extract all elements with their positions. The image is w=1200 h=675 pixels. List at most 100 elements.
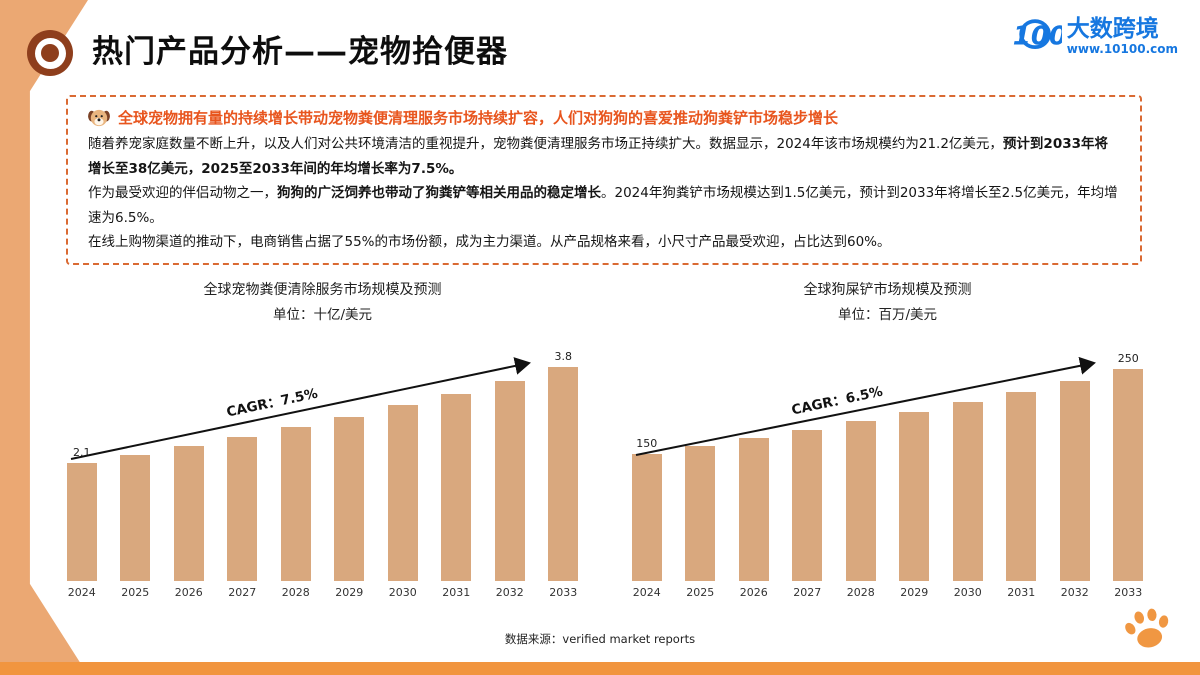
x-axis-label: 2028	[281, 585, 310, 599]
bar-column	[888, 395, 942, 581]
summary-paragraph: 作为最受欢迎的伴侣动物之一，狗狗的广泛饲养也带动了狗粪铲等相关用品的稳定增长。2…	[88, 185, 1118, 226]
x-axis-label: 2030	[388, 585, 417, 599]
x-axis-label: 2024	[632, 585, 661, 599]
summary-paragraphs: 随着养宠家庭数量不断上升，以及人们对公共环境清洁的重视提升，宠物粪便清理服务市场…	[88, 132, 1120, 255]
x-axis-label: 2025	[686, 585, 715, 599]
x-axis-label: 2033	[1114, 585, 1143, 599]
brand-name: 大数跨境	[1066, 15, 1159, 42]
logo-mark-text: 100	[1013, 21, 1062, 51]
x-axis-label: 2032	[1060, 585, 1089, 599]
bar	[738, 437, 769, 581]
header: 热门产品分析——宠物拾便器 100 大数跨境 www.10100.com	[0, 0, 1200, 71]
x-axis-label: 2026	[174, 585, 203, 599]
bar-column	[483, 364, 537, 581]
dog-icon	[88, 109, 110, 126]
chart-title: 全球狗屎铲市场规模及预测	[803, 281, 972, 298]
data-source-note: 数据来源：verified market reports	[504, 632, 696, 646]
bar	[66, 462, 97, 581]
x-axis: 2024 2025 2026 2027 2028 2029 2030 2031 2032 2033	[620, 586, 1155, 599]
chart-pet-waste-service-market: 全球宠物粪便清除服务市场规模及预测 单位：十亿/美元 2.1 3.8 CAGR：7…	[55, 279, 590, 599]
summary-box: 全球宠物拥有量的持续增长带动宠物粪便清理服务市场持续扩容，人们对狗狗的喜爱推动狗…	[66, 95, 1142, 265]
bar-column: 150	[620, 437, 674, 581]
bottom-accent-bar	[0, 662, 1200, 675]
bar-column	[430, 377, 484, 581]
x-axis: 2024 2025 2026 2027 2028 2029 2030 2031 2032 2033	[55, 586, 590, 599]
bar	[1059, 380, 1090, 581]
logo-text: 大数跨境 www.10100.com	[1067, 16, 1178, 56]
summary-headline-row: 全球宠物拥有量的持续增长带动宠物粪便清理服务市场持续扩容，人们对狗狗的喜爱推动狗…	[88, 107, 1120, 128]
x-axis-label: 2026	[739, 585, 768, 599]
target-ring-inner	[41, 44, 59, 62]
x-axis-label: 2032	[495, 585, 524, 599]
bar	[845, 420, 876, 581]
bar-value-label: 3.8	[554, 349, 573, 363]
charts-row: 全球宠物粪便清除服务市场规模及预测 单位：十亿/美元 2.1 3.8 CAGR：7…	[55, 279, 1155, 599]
x-axis-label: 2030	[953, 585, 982, 599]
summary-paragraph: 在线上购物渠道的推动下，电商销售占据了55%的市场份额，成为主力渠道。从产品规格…	[88, 234, 891, 251]
bar-column	[323, 400, 377, 581]
bar	[334, 416, 365, 581]
bar-column: 3.8	[537, 350, 591, 581]
bar-column	[162, 429, 216, 581]
chart-unit: 单位：十亿/美元	[272, 306, 373, 323]
x-axis-label: 2031	[442, 585, 471, 599]
bar-column	[216, 420, 270, 581]
x-axis-label: 2024	[67, 585, 96, 599]
x-axis-label: 2031	[1007, 585, 1036, 599]
brand-url[interactable]: www.10100.com	[1066, 42, 1178, 57]
target-ring-mid	[34, 37, 66, 69]
x-axis-label: 2028	[846, 585, 875, 599]
bar-column	[834, 404, 888, 581]
summary-headline: 全球宠物拥有量的持续增长带动宠物粪便清理服务市场持续扩容，人们对狗狗的喜爱推动狗…	[118, 109, 839, 127]
bar	[1113, 368, 1144, 581]
bar	[899, 411, 930, 581]
logo-100-icon: 100	[1013, 19, 1062, 51]
bar	[792, 429, 823, 581]
bar-column	[781, 413, 835, 581]
bar-column	[995, 375, 1049, 581]
bar-value-label: 150	[636, 436, 658, 450]
bar-column: 2.1	[55, 446, 109, 581]
bar	[387, 404, 418, 581]
brand-logo[interactable]: 100 大数跨境 www.10100.com	[1010, 14, 1178, 58]
page-title: 热门产品分析——宠物拾便器	[92, 34, 508, 70]
x-axis-label: 2027	[793, 585, 822, 599]
bar	[173, 445, 204, 581]
bar-column	[269, 410, 323, 581]
bar	[441, 393, 472, 581]
paw-icon	[1125, 608, 1169, 648]
bars: 2.1 3.8	[55, 333, 590, 581]
bar-column	[941, 385, 995, 581]
bar-column	[727, 421, 781, 581]
bar-column	[1048, 364, 1102, 581]
chart-title: 全球宠物粪便清除服务市场规模及预测	[203, 281, 442, 298]
bar	[548, 366, 579, 581]
bar	[685, 445, 716, 581]
summary-paragraph: 随着养宠家庭数量不断上升，以及人们对公共环境清洁的重视提升，宠物粪便清理服务市场…	[88, 136, 1108, 177]
x-axis-label: 2027	[228, 585, 257, 599]
bar-column	[674, 429, 728, 581]
chart-plot: 2.1 3.8 CAGR：7.5%	[55, 333, 590, 581]
chart-unit: 单位：百万/美元	[837, 306, 938, 323]
bar	[227, 436, 258, 581]
target-ring-icon	[27, 30, 73, 76]
bar	[120, 454, 151, 581]
bars: 150 250	[620, 333, 1155, 581]
chart-dog-scooper-market: 全球狗屎铲市场规模及预测 单位：百万/美元 150 250 CAGR：6.5% 2…	[620, 279, 1155, 599]
bar	[280, 426, 311, 581]
bar-column	[376, 388, 430, 581]
x-axis-label: 2029	[335, 585, 364, 599]
chart-plot: 150 250 CAGR：6.5%	[620, 333, 1155, 581]
bar-column: 250	[1102, 352, 1156, 581]
bar	[631, 453, 662, 581]
bar-value-label: 2.1	[73, 445, 91, 459]
x-axis-label: 2033	[549, 585, 578, 599]
x-axis-label: 2025	[121, 585, 150, 599]
bar	[1006, 391, 1037, 581]
bar-value-label: 250	[1117, 351, 1139, 365]
bar	[494, 380, 525, 581]
bar	[952, 401, 983, 581]
x-axis-label: 2029	[900, 585, 929, 599]
bar-column	[109, 438, 163, 581]
